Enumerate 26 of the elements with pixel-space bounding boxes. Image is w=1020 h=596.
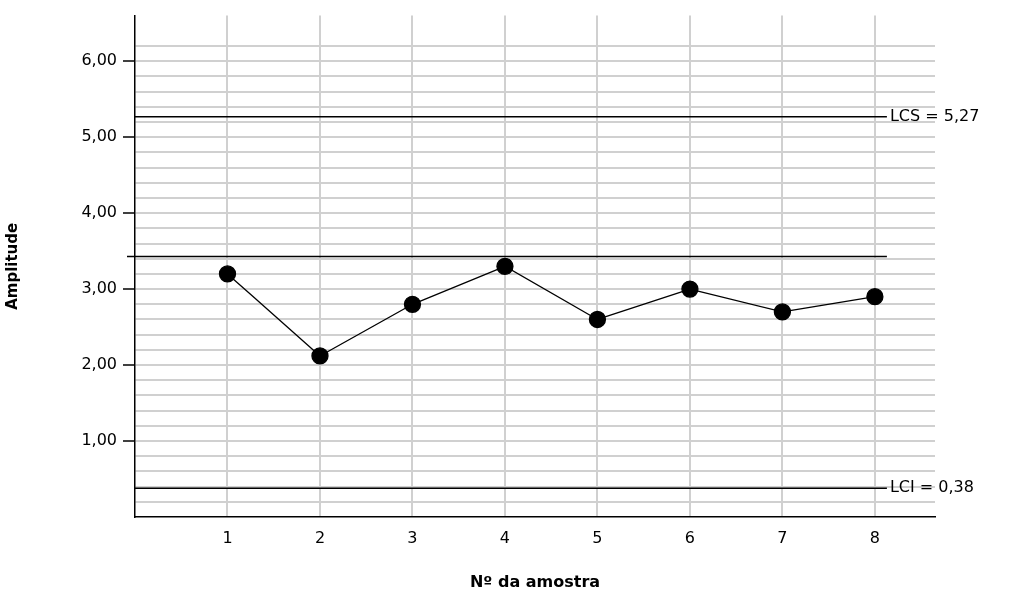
- x-tick-label: 2: [314, 527, 326, 547]
- ref-line-label: LCS = 5,27: [889, 105, 980, 125]
- y-tick-label: 1,00: [81, 430, 117, 450]
- x-tick-label: 4: [499, 527, 511, 547]
- point: [403, 295, 422, 313]
- point: [218, 265, 237, 283]
- point: [496, 257, 514, 275]
- y-tick-label: 6,00: [81, 50, 117, 70]
- point: [588, 310, 607, 329]
- x-tick-label: 8: [869, 527, 880, 547]
- x-axis-title: Nº da amostra: [469, 571, 601, 591]
- x-tick-label: 6: [684, 527, 696, 547]
- x-tick-label: 3: [407, 527, 418, 547]
- y-tick-label: 4,00: [81, 202, 117, 222]
- point: [866, 288, 884, 306]
- y-tick-label: 3,00: [81, 278, 117, 298]
- point: [681, 280, 699, 298]
- x-tick-label: 5: [592, 527, 603, 547]
- y-tick-label: 5,00: [81, 126, 117, 146]
- point: [773, 303, 792, 321]
- x-tick-label: 7: [777, 527, 788, 547]
- y-axis-title: Amplitude: [2, 222, 21, 310]
- x-tick-label: 1: [222, 527, 233, 547]
- point: [311, 347, 329, 365]
- y-tick-label: 2,00: [81, 354, 117, 374]
- ref-line-label: LCI = 0,38: [889, 477, 974, 497]
